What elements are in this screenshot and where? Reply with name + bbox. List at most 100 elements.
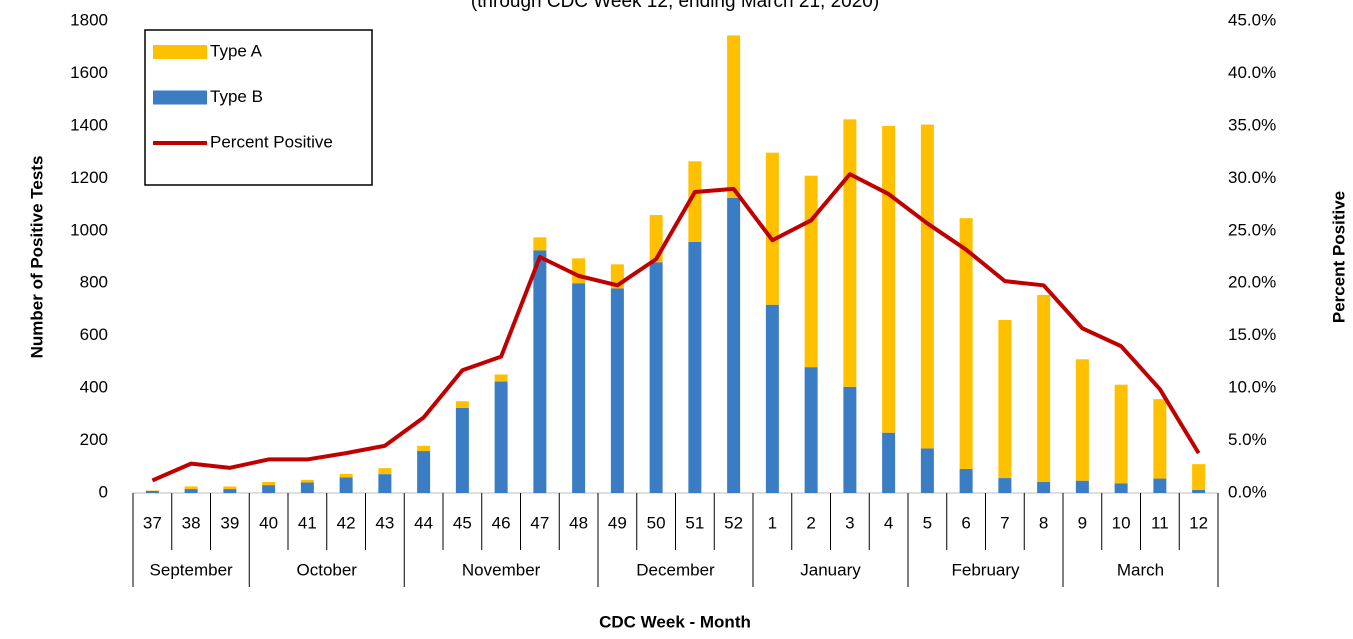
x-tick-label: 12 bbox=[1189, 513, 1208, 532]
bar-segment bbox=[610, 288, 624, 493]
x-tick-label: 50 bbox=[647, 513, 666, 532]
x-tick-label: 47 bbox=[530, 513, 549, 532]
month-label: January bbox=[800, 560, 861, 579]
x-tick-label: 40 bbox=[259, 513, 278, 532]
x-tick-label: 49 bbox=[608, 513, 627, 532]
bar-segment bbox=[765, 152, 779, 305]
x-tick-label: 37 bbox=[143, 513, 162, 532]
bar-segment bbox=[920, 124, 934, 449]
bar-segment bbox=[1037, 481, 1051, 493]
bar-segment bbox=[804, 367, 818, 493]
x-axis-title: CDC Week - Month bbox=[599, 612, 751, 631]
bar-segment bbox=[494, 381, 508, 493]
x-tick-label: 1 bbox=[768, 513, 777, 532]
bar-segment bbox=[688, 241, 702, 493]
bar-segment bbox=[262, 481, 276, 486]
bar-segment bbox=[533, 250, 547, 493]
chart-subtitle: (through CDC Week 12, ending March 21, 2… bbox=[471, 0, 879, 12]
x-tick-label: 48 bbox=[569, 513, 588, 532]
y2-tick-label: 40.0% bbox=[1228, 63, 1276, 82]
y2-tick-label: 45.0% bbox=[1228, 10, 1276, 29]
bar-segment bbox=[533, 237, 547, 251]
month-label: March bbox=[1117, 560, 1164, 579]
bar-segment bbox=[223, 489, 237, 493]
y2-tick-label: 25.0% bbox=[1228, 220, 1276, 239]
bar-segment bbox=[1037, 295, 1051, 482]
y2-tick-label: 0.0% bbox=[1228, 482, 1267, 501]
bar-segment bbox=[1153, 399, 1167, 479]
x-tick-label: 46 bbox=[492, 513, 511, 532]
y-tick-label: 600 bbox=[80, 325, 108, 344]
bar-segment bbox=[1153, 478, 1167, 493]
bar-segment bbox=[959, 468, 973, 493]
y-tick-label: 1200 bbox=[70, 168, 108, 187]
bar-segment bbox=[998, 319, 1012, 479]
legend-swatch bbox=[153, 90, 207, 105]
y2-tick-label: 5.0% bbox=[1228, 430, 1267, 449]
bar-segment bbox=[339, 477, 353, 493]
y-tick-label: 0 bbox=[99, 482, 108, 501]
bar-segment bbox=[300, 482, 314, 493]
x-tick-label: 10 bbox=[1112, 513, 1131, 532]
bar-segment bbox=[998, 478, 1012, 493]
month-label: December bbox=[636, 560, 715, 579]
month-label: September bbox=[150, 560, 233, 579]
bar-segment bbox=[572, 283, 586, 493]
bar-segment bbox=[1075, 359, 1089, 481]
bar-segment bbox=[300, 479, 314, 483]
bar-segment bbox=[145, 490, 159, 493]
x-tick-label: 5 bbox=[923, 513, 932, 532]
bar-segment bbox=[494, 374, 508, 382]
bar-segment bbox=[417, 451, 431, 493]
month-label: November bbox=[462, 560, 541, 579]
x-tick-label: 39 bbox=[220, 513, 239, 532]
x-tick-label: 8 bbox=[1039, 513, 1048, 532]
bar-segment bbox=[843, 386, 857, 493]
y-tick-label: 200 bbox=[80, 430, 108, 449]
bar-segment bbox=[1114, 384, 1128, 484]
bar-segment bbox=[339, 473, 353, 478]
x-tick-label: 42 bbox=[337, 513, 356, 532]
y2-tick-label: 30.0% bbox=[1228, 168, 1276, 187]
legend-label: Type A bbox=[210, 41, 263, 60]
x-tick-label: 41 bbox=[298, 513, 317, 532]
y2-tick-label: 35.0% bbox=[1228, 115, 1276, 134]
x-tick-label: 51 bbox=[685, 513, 704, 532]
x-tick-label: 3 bbox=[845, 513, 854, 532]
bar-segment bbox=[378, 468, 392, 475]
y2-tick-label: 15.0% bbox=[1228, 325, 1276, 344]
bar-segment bbox=[727, 35, 741, 198]
x-tick-label: 7 bbox=[1000, 513, 1009, 532]
bar-segment bbox=[882, 125, 896, 433]
bar-segment bbox=[572, 258, 586, 284]
bar-segment bbox=[145, 490, 159, 491]
month-label: February bbox=[951, 560, 1020, 579]
bar-segment bbox=[804, 175, 818, 368]
bar-segment bbox=[184, 489, 198, 493]
bar-segment bbox=[1192, 464, 1206, 490]
month-label: October bbox=[297, 560, 358, 579]
bar-segment bbox=[1075, 480, 1089, 493]
y-tick-label: 1400 bbox=[70, 115, 108, 134]
legend-swatch bbox=[153, 45, 207, 59]
bar-segment bbox=[455, 407, 469, 493]
x-tick-label: 38 bbox=[182, 513, 201, 532]
y2-tick-label: 20.0% bbox=[1228, 273, 1276, 292]
bar-segment bbox=[765, 304, 779, 493]
x-tick-label: 9 bbox=[1078, 513, 1087, 532]
bar-segment bbox=[959, 218, 973, 469]
y-tick-label: 400 bbox=[80, 378, 108, 397]
y-tick-label: 800 bbox=[80, 273, 108, 292]
x-tick-label: 43 bbox=[375, 513, 394, 532]
y-tick-label: 1800 bbox=[70, 10, 108, 29]
bar-segment bbox=[688, 161, 702, 242]
x-tick-label: 4 bbox=[884, 513, 893, 532]
bar-segment bbox=[184, 486, 198, 490]
bar-segment bbox=[727, 198, 741, 493]
legend-label: Type B bbox=[210, 87, 263, 106]
y-tick-label: 1600 bbox=[70, 63, 108, 82]
x-tick-label: 2 bbox=[806, 513, 815, 532]
x-tick-label: 52 bbox=[724, 513, 743, 532]
